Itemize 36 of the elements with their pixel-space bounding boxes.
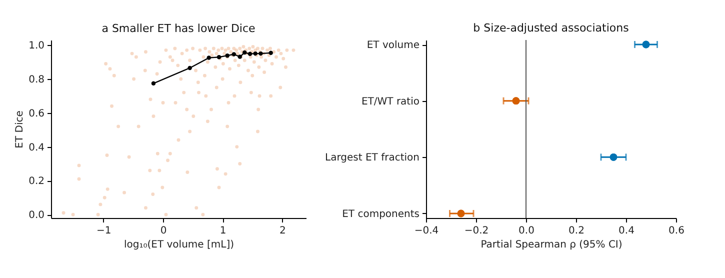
y-tick-label: ET components [342,208,420,220]
x-tick-label: 2 [279,226,286,236]
point [610,153,618,161]
point [242,50,247,55]
y-axis-title: ET Dice [14,110,26,148]
point [188,66,192,70]
point [248,52,252,56]
x-tick-label: −0.4 [414,226,439,236]
y-tick-label: 1.0 [28,40,44,52]
point [642,40,650,48]
y-tick-label: ET volume [366,40,420,52]
x-axis-title: Partial Spearman ρ (95% CI) [480,240,622,250]
x-tick-label: 0 [160,226,167,236]
y-tick-label: ET/WT ratio [361,96,420,108]
x-tick-label: 0.6 [668,226,684,236]
x-axis-title: log₁₀(ET volume [mL]) [124,240,234,250]
x-tick-label: 1 [220,226,226,236]
x-tick-label: 0.0 [518,226,534,236]
chart-title: b Size-adjusted associations [473,22,630,34]
y-tick-label: 0.6 [28,108,44,120]
y-tick-label: 0.8 [28,74,44,86]
point [268,50,273,55]
y-tick-label: 0.0 [28,210,44,222]
point [151,81,156,86]
chart-title: a Smaller ET has lower Dice [102,22,256,35]
point [457,210,465,218]
y-tick-label: Largest ET fraction [325,152,420,164]
point [253,51,258,56]
x-tick-label: −0.2 [464,226,489,236]
y-tick-label: 0.4 [28,142,44,154]
point [206,56,212,60]
point [512,97,520,105]
x-tick-label: 0.2 [568,226,584,236]
x-tick-label: −1 [96,226,112,236]
x-tick-label: 0.4 [618,226,634,236]
y-tick-label: 0.2 [28,176,44,188]
